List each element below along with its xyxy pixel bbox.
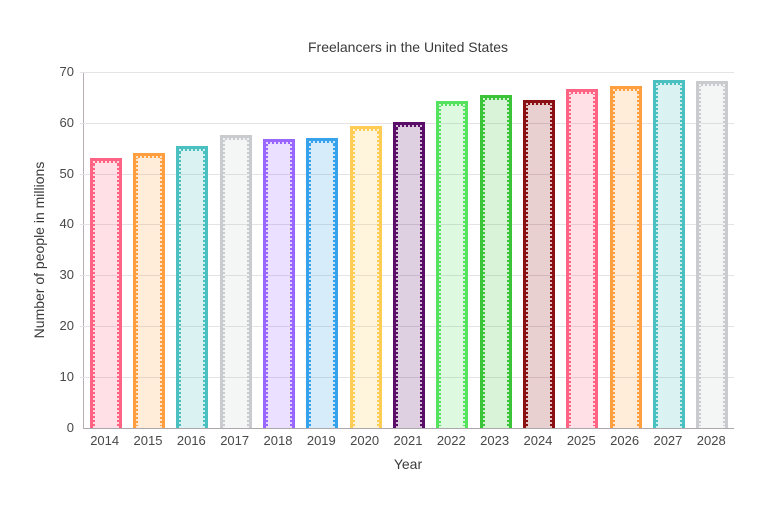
bar-2024[interactable]: [522, 100, 555, 428]
bar-2019[interactable]: [306, 137, 339, 428]
bar-2027[interactable]: [652, 80, 685, 428]
x-tick-label-2023: 2023: [480, 433, 510, 448]
bar-slot-2020: [344, 72, 387, 428]
bar-slot-2022: [431, 72, 474, 428]
bar-slot-2015: [127, 72, 170, 428]
y-tick-label-40: 40: [59, 216, 74, 232]
bar-slot-2028: [691, 72, 734, 428]
y-tick-label-10: 10: [59, 368, 74, 384]
y-tick-label-20: 20: [59, 317, 74, 333]
bar-2028[interactable]: [696, 80, 729, 428]
bar-slot-2024: [517, 72, 560, 428]
bar-slot-2014: [84, 72, 127, 428]
x-tick-label-2018: 2018: [263, 433, 293, 448]
y-tick-label-70: 70: [59, 64, 74, 79]
gridline-30: [80, 275, 734, 277]
x-tick-label-2028: 2028: [696, 433, 726, 448]
bar-slot-2019: [301, 72, 344, 428]
x-tick-label-2019: 2019: [306, 433, 336, 448]
chart-title: Freelancers in the United States: [308, 39, 508, 55]
bar-2021[interactable]: [392, 122, 425, 428]
bar-2022[interactable]: [436, 101, 469, 428]
x-tick-label-2022: 2022: [436, 433, 466, 448]
y-tick-label-30: 30: [59, 267, 74, 283]
bar-slot-2018: [257, 72, 300, 428]
bar-2026[interactable]: [609, 85, 642, 428]
y-tick-label-0: 0: [66, 419, 74, 435]
gridline-70: [80, 72, 734, 73]
bar-slot-2016: [171, 72, 214, 428]
bar-slot-2027: [647, 72, 690, 428]
bars-container: [84, 72, 734, 428]
x-tick-label-2027: 2027: [653, 433, 683, 448]
x-tick-label-2014: 2014: [90, 433, 120, 448]
bar-slot-2017: [214, 72, 257, 428]
bar-2023[interactable]: [479, 94, 512, 428]
x-tick-label-2015: 2015: [133, 433, 163, 448]
bar-slot-2023: [474, 72, 517, 428]
x-tick-label-2024: 2024: [523, 433, 553, 448]
y-tick-label-60: 60: [59, 114, 74, 130]
bar-slot-2026: [604, 72, 647, 428]
gridline-50: [80, 173, 734, 175]
y-tick-label-50: 50: [59, 165, 74, 181]
x-axis-title: Year: [393, 456, 423, 472]
x-tick-label-2021: 2021: [393, 433, 423, 448]
bar-slot-2025: [561, 72, 604, 428]
bar-2015[interactable]: [132, 153, 165, 428]
gridline-40: [80, 224, 734, 226]
x-tick-label-2017: 2017: [220, 433, 250, 448]
bar-2025[interactable]: [566, 89, 599, 428]
bar-slot-2021: [387, 72, 430, 428]
bar-2020[interactable]: [349, 126, 382, 428]
gridline-10: [80, 376, 734, 378]
x-tick-label-2020: 2020: [350, 433, 380, 448]
gridline-20: [80, 325, 734, 327]
bar-2014[interactable]: [89, 158, 122, 428]
x-tick-label-2016: 2016: [176, 433, 206, 448]
bar-2016[interactable]: [176, 145, 209, 428]
y-axis-ticks: 0 10 20 30 40 50 60 70: [0, 64, 74, 435]
bar-2018[interactable]: [262, 139, 295, 428]
x-tick-label-2026: 2026: [610, 433, 640, 448]
bar-2017[interactable]: [219, 135, 252, 428]
x-axis-ticks: 2014 2015 2016 2017 2018 2019 2020 2021 2022 2023…: [83, 433, 733, 448]
x-tick-label-2025: 2025: [566, 433, 596, 448]
plot-area: [80, 72, 734, 429]
